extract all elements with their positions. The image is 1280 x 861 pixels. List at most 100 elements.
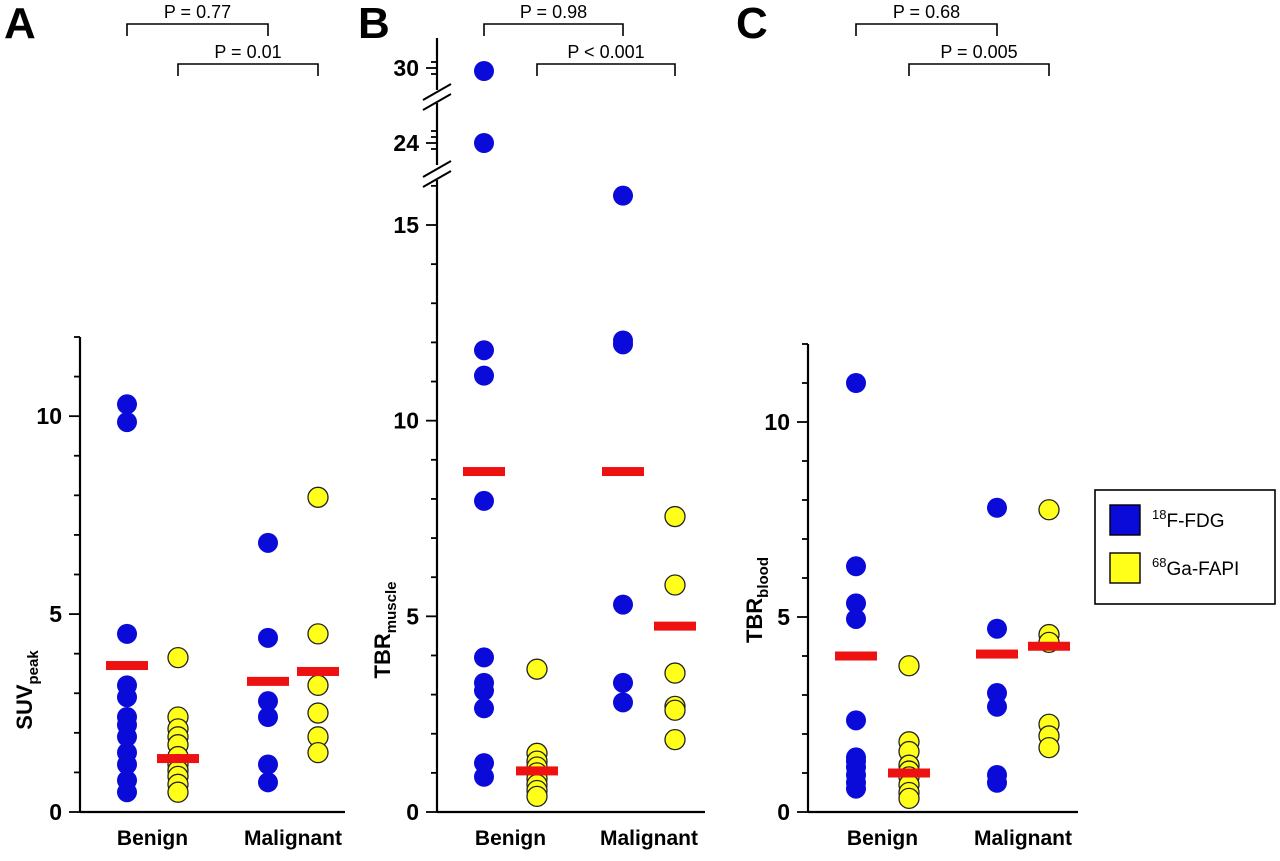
- y-axis-label-main-b: TBR: [370, 633, 395, 678]
- x-category-label-c: Malignant: [974, 827, 1072, 850]
- y-tick-label-b: 15: [393, 212, 419, 238]
- p-value-label-b: P = 0.98: [520, 2, 587, 22]
- p-value-bracket-c: [855, 23, 998, 36]
- legend: 18F-FDG 68Ga-FAPI: [1094, 489, 1276, 605]
- data-point-fdg-a: [117, 726, 137, 747]
- y-tick-label-upper-b: 30: [393, 55, 419, 81]
- data-point-fapi-b: [664, 662, 686, 684]
- p-value-label-a: P = 0.77: [164, 2, 231, 22]
- data-point-fdg-a: [117, 394, 137, 415]
- svg-text:TBRmuscle: TBRmuscle: [370, 582, 400, 679]
- data-point-fapi-b: [664, 505, 686, 528]
- panel-b: B TBRmuscle 0 5 10 15 24 30 Benign Malignant P =…: [358, 0, 705, 850]
- panel-letter-c: C: [736, 0, 768, 48]
- data-point-fdg-a: [258, 691, 278, 712]
- plot-area-a: 0 5 10 Benign Malignant P = 0.77 P = 0.01: [36, 2, 345, 850]
- data-point-fapi-a: [307, 702, 329, 724]
- data-point-fapi-a: [307, 741, 329, 764]
- p-value-bracket-c: [908, 63, 1050, 76]
- legend-iso-fdg: 18: [1152, 507, 1166, 522]
- data-point-fapi-a: [307, 623, 329, 645]
- x-category-label-c: Benign: [847, 827, 918, 850]
- axis-break-mark-lower-1: [422, 160, 452, 178]
- data-point-fdg-b: [613, 594, 633, 615]
- panel-letter-b: B: [358, 0, 390, 48]
- y-tick-label-a: 0: [49, 799, 62, 825]
- legend-name-fdg: F-FDG: [1166, 511, 1224, 532]
- data-point-fdg-b: [474, 133, 494, 153]
- p-value-bracket-b: [536, 63, 676, 76]
- data-point-fapi-b: [664, 574, 686, 596]
- plot-area-b: 0 5 10 15 24 30 Benign Malignant P = 0.98 P < 0.0…: [393, 2, 705, 850]
- p-value-bracket-a: [177, 63, 319, 76]
- legend-label-fdg: 18F-FDG: [1152, 507, 1225, 532]
- data-point-fapi-b: [664, 728, 686, 751]
- median-bar-b: [463, 467, 505, 477]
- data-point-fapi-b: [664, 699, 686, 721]
- p-value-bracket-a: [126, 23, 269, 36]
- data-point-fdg-b: [613, 185, 633, 206]
- y-tick-label-c: 10: [764, 409, 790, 435]
- data-point-fdg-b: [474, 766, 494, 787]
- data-point-fdg-a: [258, 772, 278, 793]
- y-axis-label-b: TBRmuscle: [370, 582, 400, 679]
- data-point-fapi-b: [526, 658, 548, 680]
- data-point-fdg-c: [987, 696, 1007, 717]
- y-axis-label-a: SUVpeak: [12, 650, 42, 730]
- data-point-fdg-b: [474, 61, 494, 81]
- plot-area-c: 0 5 10 Benign Malignant P = 0.68 P = 0.005: [764, 2, 1078, 850]
- y-tick-label-a: 5: [49, 601, 62, 627]
- data-point-fdg-a: [117, 412, 137, 433]
- y-tick-label-upper-b: 24: [393, 130, 419, 156]
- median-bar-c: [835, 651, 877, 661]
- median-bar-c: [976, 649, 1018, 659]
- p-value-label-c: P = 0.005: [940, 42, 1017, 62]
- y-axis-label-sub-c: blood: [755, 557, 772, 598]
- data-point-fdg-c: [846, 373, 866, 393]
- y-tick-label-b: 0: [406, 799, 419, 825]
- axis-break-mark-upper-2: [422, 93, 452, 111]
- median-bar-a: [157, 754, 199, 764]
- y-tick-label-a: 10: [36, 403, 62, 429]
- data-point-fdg-b: [474, 340, 494, 361]
- x-category-label-a: Malignant: [244, 827, 342, 850]
- y-axis-label-sub-b: muscle: [383, 582, 400, 634]
- median-bar-b: [602, 467, 644, 477]
- legend-iso-fapi: 68: [1152, 555, 1166, 570]
- panel-letter-a: A: [4, 0, 36, 48]
- data-point-fdg-c: [846, 778, 866, 799]
- data-point-fapi-a: [307, 674, 329, 696]
- legend-swatch-fdg: [1109, 504, 1141, 536]
- median-bar-a: [247, 676, 289, 686]
- p-value-bracket-b: [483, 23, 624, 36]
- data-point-fdg-c: [846, 556, 866, 577]
- data-point-fdg-b: [474, 365, 494, 386]
- x-category-label-a: Benign: [117, 827, 188, 850]
- y-tick-label-c: 0: [777, 799, 790, 825]
- data-point-fdg-a: [258, 707, 278, 727]
- legend-label-fapi: 68Ga-FAPI: [1152, 555, 1239, 580]
- x-category-label-b: Benign: [475, 827, 546, 850]
- median-bar-a: [297, 666, 339, 676]
- data-point-fdg-a: [117, 623, 137, 644]
- y-axis-label-sub-a: peak: [25, 650, 42, 685]
- data-point-fdg-b: [474, 698, 494, 719]
- median-bar-b: [654, 621, 696, 631]
- data-point-fdg-c: [987, 497, 1007, 518]
- data-point-fdg-c: [987, 772, 1007, 793]
- data-point-fapi-a: [167, 781, 189, 803]
- data-point-fdg-b: [474, 680, 494, 701]
- x-category-label-b: Malignant: [600, 827, 698, 850]
- median-bar-c: [1028, 641, 1070, 651]
- data-point-fapi-c: [898, 655, 920, 677]
- median-bar-c: [888, 768, 930, 778]
- data-point-fdg-a: [258, 627, 278, 648]
- y-axis-label-main-c: TBR: [742, 598, 767, 643]
- data-point-fapi-c: [898, 787, 920, 809]
- y-axis-label-main-a: SUV: [12, 684, 37, 730]
- svg-text:TBRblood: TBRblood: [742, 557, 772, 643]
- p-value-label-c: P = 0.68: [893, 2, 960, 22]
- data-point-fdg-b: [613, 334, 633, 355]
- data-point-fdg-c: [987, 618, 1007, 639]
